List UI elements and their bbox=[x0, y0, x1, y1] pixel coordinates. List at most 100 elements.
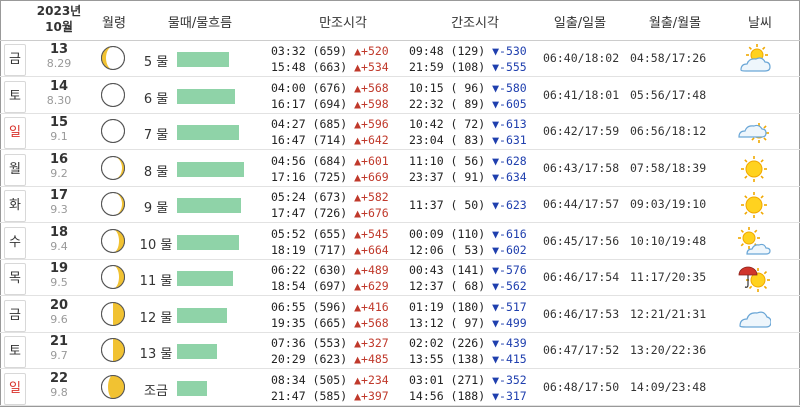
moonrise-moonset: 07:58/18:39 bbox=[630, 160, 707, 175]
tide-day-label: 12 물 bbox=[139, 310, 173, 326]
high-tide-2-change: ▲+676 bbox=[354, 206, 389, 220]
low-tide-1-change: ▼-628 bbox=[492, 153, 527, 168]
tide-flow-bar bbox=[177, 271, 233, 286]
low-tide-2-change: ▼-605 bbox=[492, 96, 527, 111]
moonrise-moonset: 04:58/17:26 bbox=[630, 51, 707, 65]
high-tide-2: 16:47 (714) bbox=[271, 133, 348, 147]
lunar-date: 9.5 bbox=[50, 276, 68, 289]
header-moonrise-moonset: 월출/월몰 bbox=[648, 16, 702, 31]
high-tide-1-change: ▲+416 bbox=[354, 299, 389, 314]
high-tide-2: 17:16 (725) bbox=[271, 169, 348, 184]
solar-day: 15 bbox=[49, 115, 69, 130]
tide-flow-bar bbox=[177, 161, 244, 177]
table-row: 토 21 9.7 13 물 07:36 (553) ▲+327 20:29 (623) ▲… bbox=[0, 333, 800, 369]
high-tide-1: 06:55 (596) bbox=[271, 299, 348, 314]
row-divider bbox=[0, 295, 800, 296]
header-sunrise-sunset: 일출/일몰 bbox=[553, 16, 607, 31]
high-tide-1-change: ▲+568 bbox=[354, 80, 389, 95]
low-tide-cell: 10:15 ( 96) ▼-580 22:32 ( 89) ▼-605 bbox=[409, 80, 527, 112]
moonrise-moonset: 14:09/23:48 bbox=[630, 379, 707, 394]
row-divider bbox=[0, 112, 800, 114]
umbrella-sun-icon bbox=[737, 263, 771, 293]
sunrise-sunset: 06:42/17:59 bbox=[543, 124, 620, 138]
row-divider bbox=[0, 149, 800, 150]
high-tide-2: 21:47 (585) bbox=[271, 388, 348, 403]
sunrise-sunset: 06:40/18:02 bbox=[543, 51, 620, 65]
high-tide-cell: 08:34 (505) ▲+234 21:47 (585) ▲+397 bbox=[271, 372, 389, 404]
header-year-month: 2023년 10월 bbox=[28, 3, 90, 35]
high-tide-2: 15:48 (663) bbox=[271, 60, 348, 74]
row-divider bbox=[0, 222, 800, 223]
header-high-tide: 만조시각 bbox=[319, 16, 367, 31]
moonrise-moonset: 12:21/21:31 bbox=[630, 306, 707, 321]
high-tide-1: 05:52 (655) bbox=[271, 226, 348, 241]
moonrise-moonset: 13:20/22:36 bbox=[630, 343, 707, 357]
high-tide-1: 05:24 (673) bbox=[271, 190, 348, 204]
table-row: 토 14 8.30 6 물 04:00 (676) ▲+568 16:17 (694) ▲… bbox=[0, 78, 800, 114]
high-tide-1: 04:56 (684) bbox=[271, 153, 348, 168]
high-tide-1-change: ▲+596 bbox=[354, 117, 389, 131]
low-tide-cell: 03:01 (271) ▼-352 14:56 (188) ▼-317 bbox=[409, 372, 527, 404]
tide-flow-bar bbox=[177, 344, 217, 359]
moon-phase-icon bbox=[100, 228, 126, 254]
low-tide-1: 00:09 (110) bbox=[409, 226, 486, 241]
low-tide-2-change: ▼-415 bbox=[492, 352, 527, 366]
tide-day-label: 11 물 bbox=[139, 274, 173, 289]
high-tide-cell: 04:56 (684) ▲+601 17:16 (725) ▲+669 bbox=[271, 153, 389, 185]
tide-flow-bar bbox=[177, 307, 227, 323]
table-row: 금 13 8.29 5 물 03:32 (659) ▲+520 15:48 (663) ▲… bbox=[0, 41, 800, 77]
table-row: 목 19 9.5 11 물 06:22 (630) ▲+489 18:54 (697) ▲… bbox=[0, 260, 800, 296]
low-tide-1-change: ▼-576 bbox=[492, 263, 527, 277]
lunar-date: 9.6 bbox=[50, 312, 68, 326]
tide-day-label: 5 물 bbox=[143, 55, 169, 70]
day-of-week: 일 bbox=[4, 117, 26, 149]
high-tide-2: 20:29 (623) bbox=[271, 352, 348, 366]
header-month: 10월 bbox=[45, 20, 73, 34]
table-row: 금 20 9.6 12 물 06:55 (596) ▲+416 19:35 (665) ▲… bbox=[0, 297, 800, 333]
moonrise-moonset: 06:56/18:12 bbox=[630, 124, 707, 138]
high-tide-cell: 04:27 (685) ▲+596 16:47 (714) ▲+642 bbox=[271, 116, 389, 148]
high-tide-2-change: ▲+397 bbox=[354, 388, 389, 403]
row-divider bbox=[0, 76, 800, 77]
high-tide-2: 17:47 (726) bbox=[271, 206, 348, 220]
moonrise-moonset: 10:10/19:48 bbox=[630, 233, 707, 248]
moonrise-moonset: 09:03/19:10 bbox=[630, 197, 707, 211]
header-year: 2023년 bbox=[36, 4, 82, 18]
low-tide-2-change: ▼-555 bbox=[492, 60, 527, 74]
high-tide-2: 18:54 (697) bbox=[271, 279, 348, 293]
moon-phase-icon bbox=[100, 337, 126, 363]
low-tide-1-change: ▼-530 bbox=[492, 44, 527, 58]
low-tide-1: 03:01 (271) bbox=[409, 372, 486, 387]
low-tide-cell: 11:10 ( 56) ▼-628 23:37 ( 91) ▼-634 bbox=[409, 153, 527, 185]
day-of-week: 일 bbox=[4, 372, 26, 405]
cloudy-icon bbox=[737, 300, 772, 330]
high-tide-2: 16:17 (694) bbox=[271, 96, 348, 111]
high-tide-2: 19:35 (665) bbox=[271, 315, 348, 330]
sunrise-sunset: 06:44/17:57 bbox=[543, 197, 620, 211]
low-tide-2: 12:37 ( 68) bbox=[409, 279, 486, 293]
high-tide-1-change: ▲+582 bbox=[354, 190, 389, 204]
low-tide-cell: 02:02 (226) ▼-439 13:55 (138) ▼-415 bbox=[409, 335, 527, 367]
solar-day: 16 bbox=[49, 151, 69, 167]
row-divider bbox=[0, 368, 800, 369]
table-row: 일 22 9.8 조금 08:34 (505) ▲+234 21:47 (585) ▲+3… bbox=[0, 370, 800, 406]
low-tide-cell: 11:37 ( 50) ▼-623 bbox=[409, 197, 527, 229]
lunar-date: 9.3 bbox=[50, 203, 68, 216]
solar-day: 13 bbox=[49, 42, 69, 57]
moon-phase-icon bbox=[100, 301, 126, 327]
header-tide-flow: 물때/물흐름 bbox=[167, 16, 233, 31]
moon-phase-icon bbox=[100, 45, 126, 71]
high-tide-1-change: ▲+234 bbox=[354, 372, 389, 387]
moonrise-moonset: 11:17/20:35 bbox=[630, 270, 707, 284]
header-low-tide: 간조시각 bbox=[451, 16, 499, 31]
low-tide-1: 10:15 ( 96) bbox=[409, 80, 486, 95]
row-divider bbox=[0, 185, 800, 187]
tide-day-label: 조금 bbox=[144, 383, 168, 399]
high-tide-cell: 07:36 (553) ▲+327 20:29 (623) ▲+485 bbox=[271, 335, 389, 367]
high-tide-2-change: ▲+669 bbox=[354, 169, 389, 184]
header-divider bbox=[0, 40, 800, 41]
low-tide-2-change: ▼-562 bbox=[492, 279, 527, 293]
lunar-date: 9.7 bbox=[50, 349, 68, 362]
partly-cloudy-icon bbox=[737, 44, 771, 74]
solar-day: 18 bbox=[49, 224, 69, 240]
